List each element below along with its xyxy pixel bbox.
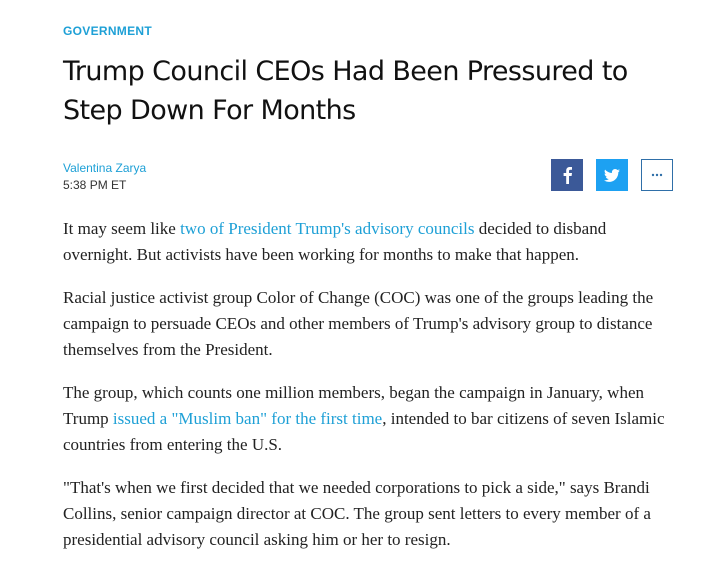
advisory-councils-link[interactable]: two of President Trump's advisory counci…	[180, 219, 475, 238]
paragraph-3: The group, which counts one million memb…	[63, 383, 665, 454]
more-share-button[interactable]	[641, 159, 673, 191]
paragraph-1: It may seem like two of President Trump'…	[63, 219, 607, 264]
twitter-share-button[interactable]	[596, 159, 628, 191]
article-body: It may seem like two of President Trump'…	[63, 216, 673, 570]
share-bar	[551, 159, 673, 191]
muslim-ban-link[interactable]: issued a "Muslim ban" for the first time	[112, 409, 383, 428]
paragraph-2: Racial justice activist group Color of C…	[63, 288, 654, 359]
headline: Trump Council CEOs Had Been Pressured to…	[63, 56, 628, 126]
timestamp: 5:38 PM ET	[63, 178, 127, 192]
twitter-icon	[604, 168, 620, 182]
paragraph-4: "That's when we first decided that we ne…	[63, 478, 651, 549]
byline: Valentina Zarya 5:38 PM ET	[63, 160, 146, 193]
section-tag[interactable]: GOVERNMENT	[63, 24, 153, 38]
more-dots-icon	[651, 173, 663, 177]
facebook-icon	[563, 167, 572, 184]
facebook-share-button[interactable]	[551, 159, 583, 191]
author-link[interactable]: Valentina Zarya	[63, 161, 147, 175]
